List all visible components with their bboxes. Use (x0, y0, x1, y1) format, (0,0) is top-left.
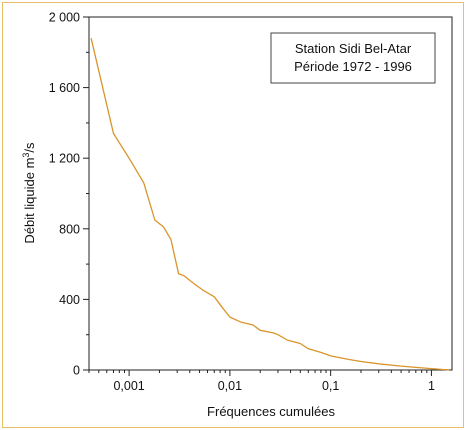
x-axis-title: Fréquences cumulées (207, 404, 335, 419)
y-tick-label: 2 000 (49, 11, 80, 25)
y-tick-label: 800 (59, 222, 80, 236)
series-layer (90, 38, 450, 371)
y-axis-title-main: Débit liquide m (22, 158, 37, 244)
y-tick-label: 1 200 (49, 152, 80, 166)
x-tick-label: 1 (428, 379, 435, 393)
legend-line-2: Période 1972 - 1996 (294, 59, 412, 74)
y-axis-title-sup: 3 (21, 153, 31, 158)
x-tick-label: 0,1 (322, 379, 339, 393)
legend-box (270, 32, 436, 84)
x-axis-ticks: 0,001 0,01 0,1 1 (88, 370, 435, 393)
y-axis-title-tail: /s (22, 142, 37, 153)
y-tick-label: 0 (73, 364, 80, 378)
y-tick-label: 1 600 (49, 81, 80, 95)
y-tick-label: 400 (59, 293, 80, 307)
x-tick-label: 0,001 (113, 379, 144, 393)
legend-line-1: Station Sidi Bel-Atar (295, 41, 412, 56)
series-line (90, 38, 450, 371)
x-tick-label: 0,01 (218, 379, 242, 393)
y-axis-ticks: 0 400 800 1 200 1 600 2 000 (49, 11, 89, 378)
y-axis-title: Débit liquide m3/s (21, 142, 37, 244)
